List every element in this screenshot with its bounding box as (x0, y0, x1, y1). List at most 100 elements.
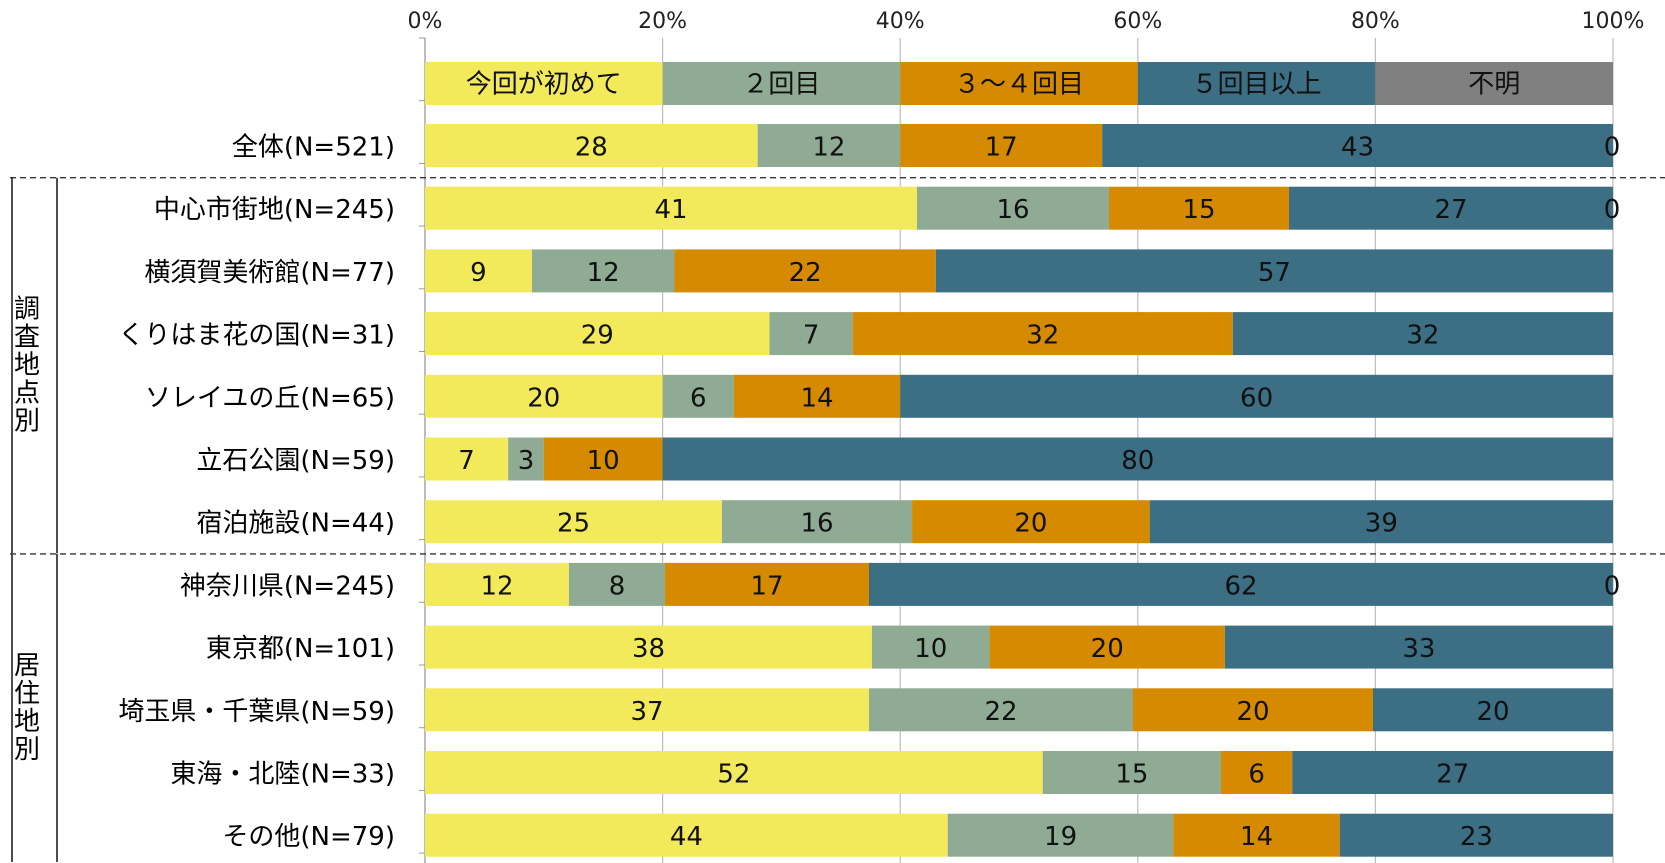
data-label: 10 (587, 446, 620, 476)
data-label: 29 (581, 321, 614, 351)
data-label: 19 (1044, 822, 1077, 852)
data-label: 20 (1236, 697, 1269, 727)
bar-segment (425, 374, 663, 418)
bar-segment (425, 625, 872, 669)
bar-segment (900, 374, 1613, 418)
legend-swatch (900, 62, 1138, 105)
bar-segment (917, 186, 1109, 230)
bar-segment (1373, 688, 1613, 732)
data-label: 16 (800, 509, 833, 539)
bar-segment (508, 437, 544, 481)
bar-segment (662, 374, 734, 418)
data-label: 37 (630, 697, 663, 727)
data-label: 14 (1240, 822, 1273, 852)
data-label: 20 (527, 383, 560, 413)
legend: 今回が初めて ２回目 ３～４回目 ５回目以上 不明 (425, 62, 1613, 105)
legend-swatch (425, 62, 663, 105)
bar-segment (869, 562, 1613, 606)
row-labels: 全体(N=521) 中心市街地(N=245) 横須賀美術館(N=77) くりはま花の国… (118, 133, 395, 853)
data-label: 20 (1476, 697, 1509, 727)
group-label-char: 査 (14, 322, 40, 352)
bar-segment (425, 249, 532, 293)
data-label: 9 (470, 258, 487, 288)
category-label: 東海・北陸(N=33) (170, 760, 395, 790)
data-label: 8 (609, 571, 626, 601)
data-label: 17 (985, 133, 1018, 163)
data-label: 22 (789, 258, 822, 288)
category-label: ソレイユの丘(N=65) (145, 383, 395, 413)
legend-label: 今回が初めて (466, 70, 622, 100)
category-label: 神奈川県(N=245) (180, 571, 395, 601)
x-tick-label: 60% (1113, 9, 1162, 34)
group-label-char: 別 (14, 406, 40, 436)
bar-segment (425, 186, 917, 230)
group-label-char: 居 (14, 651, 40, 681)
data-label: 57 (1258, 258, 1291, 288)
data-label: 6 (690, 383, 707, 413)
group-label-char: 住 (14, 679, 40, 709)
data-label: 12 (480, 571, 513, 601)
data-label: 0 (1604, 195, 1621, 225)
bar-segment (425, 312, 770, 356)
bar-segment (1289, 186, 1613, 230)
legend-label: 不明 (1468, 70, 1520, 100)
bar-segment (1109, 186, 1289, 230)
data-label: 0 (1604, 133, 1621, 163)
data-label: 12 (587, 258, 620, 288)
data-label: 14 (800, 383, 833, 413)
bar-segment (543, 437, 663, 481)
bar-segment (733, 374, 901, 418)
category-label: 宿泊施設(N=44) (196, 509, 395, 539)
data-label: 22 (984, 697, 1017, 727)
group-label-char: 地 (14, 707, 40, 737)
group-label-char: 点 (14, 378, 40, 408)
bar-segment (935, 249, 1613, 293)
data-label: 39 (1365, 509, 1398, 539)
data-label: 15 (1182, 195, 1215, 225)
data-label: 20 (1014, 509, 1047, 539)
bar-segment (989, 625, 1225, 669)
data-label: 27 (1434, 195, 1467, 225)
bar-segment (947, 813, 1174, 857)
category-label: 全体(N=521) (232, 133, 395, 163)
data-label: 0 (1604, 571, 1621, 601)
bar-segment (900, 124, 1103, 167)
bar-segment (1173, 813, 1340, 857)
data-label: 44 (670, 822, 703, 852)
category-label: 横須賀美術館(N=77) (144, 258, 395, 288)
data-label: 28 (575, 133, 608, 163)
data-label: 16 (996, 195, 1029, 225)
data-label: 25 (557, 509, 590, 539)
legend-label: ５回目以上 (1192, 70, 1322, 100)
x-tick-label: 100% (1582, 9, 1645, 34)
data-label: 10 (914, 634, 947, 664)
bar-segment (425, 813, 948, 857)
bar-segment (1149, 500, 1613, 544)
data-label: 12 (812, 133, 845, 163)
bar-segment (1102, 124, 1613, 167)
x-tick-label: 0% (408, 9, 443, 34)
data-label: 27 (1436, 760, 1469, 790)
data-label: 80 (1121, 446, 1154, 476)
category-label: 立石公園(N=59) (196, 446, 395, 476)
category-label: 東京都(N=101) (206, 634, 395, 664)
data-label: 43 (1341, 133, 1374, 163)
bar-segment (531, 249, 675, 293)
bar-segment (852, 312, 1233, 356)
bar-segment (869, 688, 1133, 732)
category-label: くりはま花の国(N=31) (118, 321, 395, 351)
bar-segment (425, 751, 1043, 794)
category-label: 中心市街地(N=245) (154, 195, 395, 225)
x-tick-label: 40% (876, 9, 925, 34)
data-label: 17 (750, 571, 783, 601)
bar-segment (425, 500, 722, 544)
group-label-char: 地 (14, 350, 40, 380)
legend-swatch (1137, 62, 1376, 105)
bar-segment (1042, 751, 1221, 794)
bar-segment (1224, 625, 1613, 669)
data-label: 32 (1406, 321, 1439, 351)
data-label: 41 (654, 195, 687, 225)
